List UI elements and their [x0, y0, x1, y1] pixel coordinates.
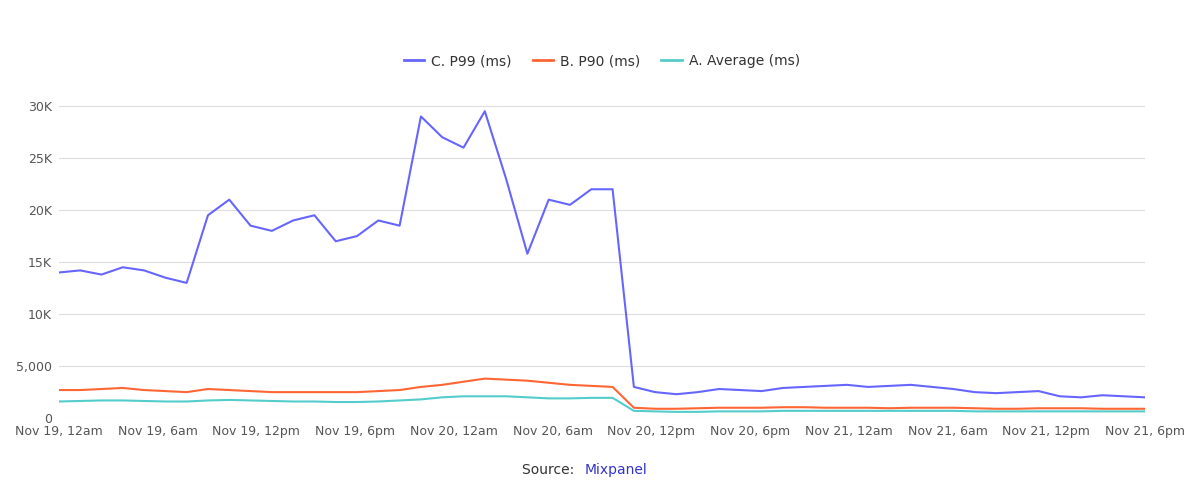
Text: Source:: Source:	[522, 463, 578, 477]
Text: Mixpanel: Mixpanel	[584, 463, 647, 477]
Legend: C. P99 (ms), B. P90 (ms), A. Average (ms): C. P99 (ms), B. P90 (ms), A. Average (ms…	[398, 49, 806, 74]
